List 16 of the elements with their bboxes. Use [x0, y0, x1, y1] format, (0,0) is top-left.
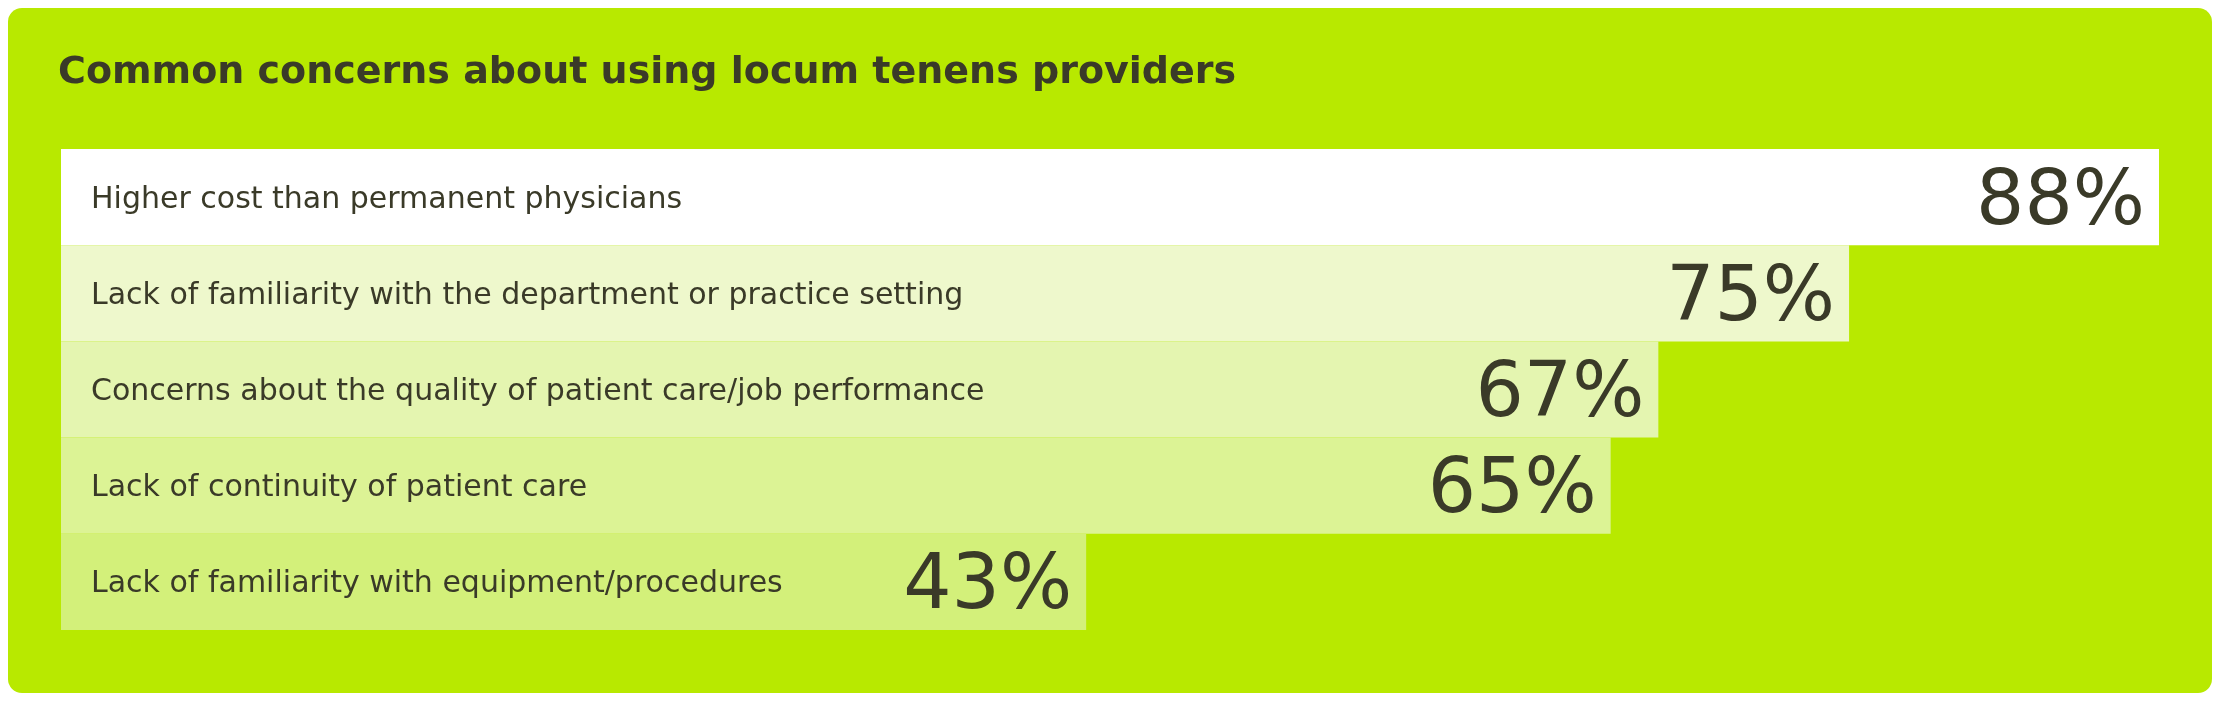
- data-label: 43%: [903, 537, 1073, 627]
- data-label: 75%: [1666, 248, 1836, 338]
- bar: [61, 437, 1611, 534]
- bar: [61, 533, 1087, 630]
- bar: [61, 341, 1659, 438]
- y-tick-label: Higher cost than permanent physicians: [91, 179, 683, 215]
- bar: [61, 245, 1850, 342]
- bar: [61, 149, 2159, 246]
- y-tick-label: Lack of familiarity with equipment/procedures: [91, 564, 783, 600]
- data-label: 65%: [1427, 441, 1597, 531]
- y-tick-label: Lack of continuity of patient care: [91, 468, 588, 504]
- chart-title: Common concerns about using locum tenens providers: [58, 48, 1237, 92]
- y-tick-label: Lack of familiarity with the department or practice setting: [91, 275, 964, 311]
- data-label: 67%: [1475, 345, 1645, 434]
- data-label: 88%: [1976, 152, 2145, 242]
- y-tick-label: Concerns about the quality of patient care/job performance: [91, 372, 985, 407]
